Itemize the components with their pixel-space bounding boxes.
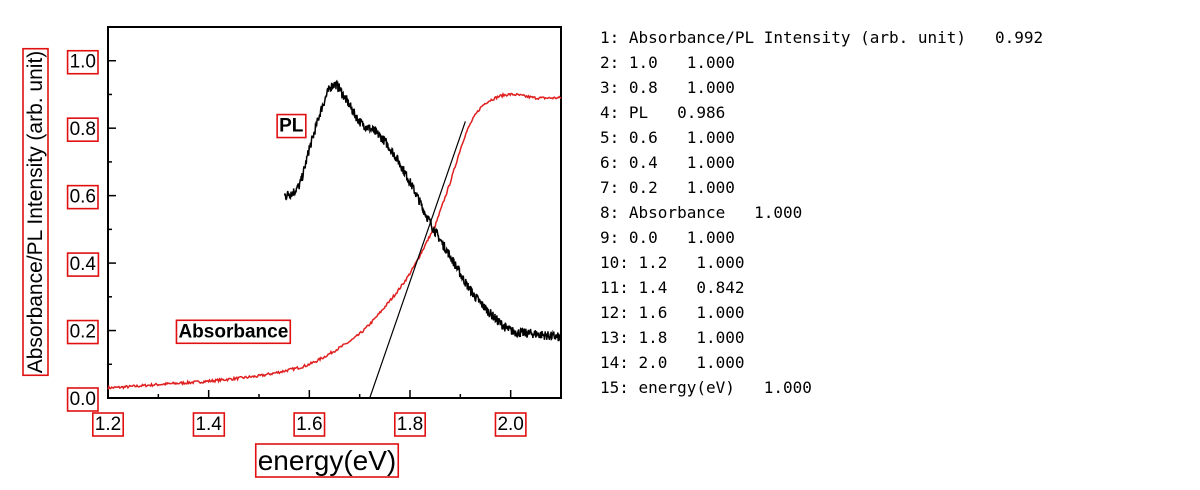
y-tick-label-box (66, 252, 100, 277)
y-tick-label: 1.0 (70, 52, 96, 73)
ocr-line: 10: 1.2 1.000 (600, 253, 745, 272)
ocr-line: 13: 1.8 1.000 (600, 328, 745, 347)
y-tick-label-box (66, 184, 99, 210)
ocr-line: 7: 0.2 1.000 (600, 178, 735, 197)
ocr-line: 5: 0.6 1.000 (600, 128, 735, 147)
x-tick-label-box (494, 412, 527, 437)
y-tick-label-box (66, 117, 99, 142)
y-tick-label-box (66, 387, 99, 412)
annotation-pl-box (276, 113, 307, 139)
x-tick-label: 1.2 (95, 414, 121, 435)
x-axis-label: energy(eV) (258, 445, 397, 476)
plot-frame (107, 26, 562, 399)
series-tangent (369, 121, 466, 399)
x-tick-label-box (293, 412, 326, 437)
ocr-line: 11: 1.4 0.842 (600, 278, 745, 297)
y-tick-label: 0.6 (70, 187, 96, 208)
y-tick-label: 0.8 (70, 119, 96, 140)
ocr-line: 3: 0.8 1.000 (600, 78, 735, 97)
ocr-results-list: 1: Absorbance/PL Intensity (arb. unit) 0… (600, 25, 1043, 400)
series-absorbance (107, 91, 562, 390)
x-tick-label: 1.4 (195, 414, 222, 435)
ocr-line: 6: 0.4 1.000 (600, 153, 735, 172)
annotation-pl: PL (279, 116, 304, 137)
ocr-line: 2: 1.0 1.000 (600, 53, 735, 72)
chart: 1.2 1.4 1.6 1.8 2.0 0.0 0.2 0.4 0.6 0.8 1.0 energy(… (22, 26, 562, 478)
ocr-line: 1: Absorbance/PL Intensity (arb. unit) 0… (600, 28, 1044, 47)
x-tick-label: 2.0 (497, 414, 523, 435)
ocr-line: 15: energy(eV) 1.000 (600, 378, 812, 397)
y-tick-label-box (66, 319, 99, 345)
x-tick-label: 1.6 (296, 414, 322, 435)
ocr-line: 9: 0.0 1.000 (600, 228, 735, 247)
annotation-absorbance-box (175, 319, 292, 345)
x-tick-label-box (393, 412, 427, 437)
series-layer (107, 79, 562, 399)
y-tick-label: 0.4 (70, 254, 97, 275)
ocr-line: 14: 2.0 1.000 (600, 353, 745, 372)
axis-ticks (107, 26, 562, 399)
ocr-line: 4: PL 0.986 (600, 103, 726, 122)
y-tick-label-box (66, 49, 99, 75)
x-tick-label-box (192, 412, 226, 437)
y-axis-label-box (22, 47, 49, 377)
annotation-absorbance: Absorbance (178, 321, 288, 342)
x-axis-label-box (254, 443, 400, 478)
x-tick-label: 1.8 (397, 414, 423, 435)
ocr-line: 8: Absorbance 1.000 (600, 203, 803, 222)
ocr-line: 12: 1.6 1.000 (600, 303, 745, 322)
chart-labels: 1.2 1.4 1.6 1.8 2.0 0.0 0.2 0.4 0.6 0.8 1.0 energy(… (22, 47, 527, 478)
x-tick-label-box (91, 412, 125, 437)
y-axis-label: Absorbance/PL Intensity (arb. unit) (24, 51, 47, 374)
y-tick-label: 0.0 (70, 389, 96, 410)
y-tick-label: 0.2 (70, 322, 96, 343)
series-pl (283, 79, 562, 342)
